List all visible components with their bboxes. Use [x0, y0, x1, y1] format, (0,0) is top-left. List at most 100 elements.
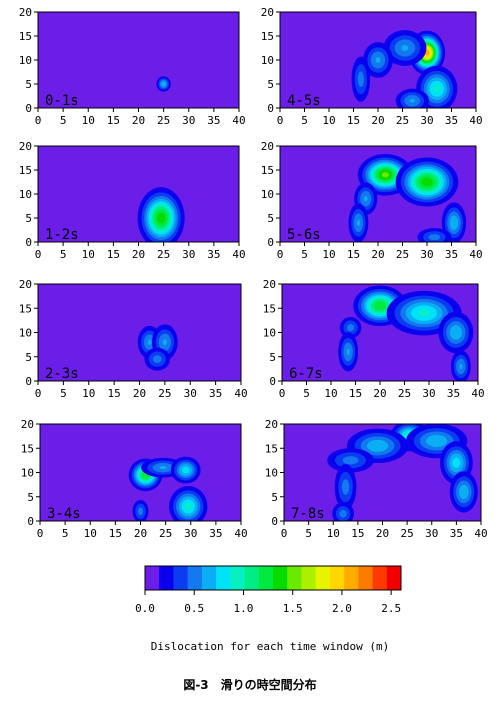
slip-contour-level — [433, 85, 440, 93]
slip-contour-level — [366, 439, 389, 452]
x-tick-label: 10 — [84, 527, 97, 540]
x-tick-label: 10 — [324, 387, 337, 400]
y-tick-label: 0 — [25, 102, 32, 115]
slip-panel: 0 5 10 15 20 25 30 35 40 0 5 10 15 20 1-2s — [19, 140, 246, 261]
slip-contour-level — [341, 479, 350, 495]
time-window-label: 5-6s — [287, 227, 321, 243]
colorbar-tick-label: 2.5 — [381, 602, 401, 615]
slip-contour-level — [449, 215, 459, 230]
slip-contour-level — [185, 503, 191, 510]
x-tick-label: 0 — [277, 248, 284, 261]
time-window-label: 4-5s — [287, 93, 321, 109]
colorbar-swatch — [244, 566, 260, 590]
slip-patch — [327, 448, 374, 473]
figure-caption: 図-3 滑りの時空間分布 — [183, 678, 317, 692]
x-tick-label: 30 — [184, 387, 197, 400]
y-tick-label: 20 — [261, 140, 274, 153]
slip-contour-level — [452, 457, 461, 469]
y-tick-label: 5 — [25, 351, 32, 364]
slip-contour-level — [152, 355, 162, 364]
y-tick-label: 10 — [261, 188, 274, 201]
slip-patch — [339, 316, 362, 339]
y-tick-label: 5 — [267, 78, 274, 91]
colorbar-swatch — [187, 566, 203, 590]
slip-panel: 0 5 10 15 20 25 30 35 40 0 5 10 15 20 0-1s — [19, 6, 246, 127]
time-window-label: 1-2s — [45, 227, 79, 243]
y-tick-label: 20 — [265, 418, 278, 431]
x-tick-label: 5 — [60, 387, 67, 400]
y-tick-label: 15 — [19, 302, 32, 315]
y-tick-label: 15 — [265, 442, 278, 455]
slip-contour-level — [425, 434, 448, 447]
slip-contour-level — [339, 509, 347, 518]
x-tick-label: 20 — [134, 527, 147, 540]
slip-contour-level — [418, 309, 430, 317]
y-tick-label: 20 — [21, 418, 34, 431]
x-tick-label: 15 — [351, 527, 364, 540]
slip-contours — [128, 456, 208, 521]
colorbar-swatch — [315, 566, 331, 590]
x-tick-label: 10 — [322, 114, 335, 127]
y-tick-label: 5 — [271, 491, 278, 504]
slip-contour-level — [363, 196, 368, 202]
y-tick-label: 15 — [19, 164, 32, 177]
x-tick-label: 35 — [445, 114, 458, 127]
y-tick-label: 5 — [269, 351, 276, 364]
y-tick-label: 15 — [19, 30, 32, 43]
y-tick-label: 10 — [19, 188, 32, 201]
y-tick-label: 10 — [261, 54, 274, 67]
y-tick-label: 10 — [21, 467, 34, 480]
x-tick-label: 25 — [398, 387, 411, 400]
slip-patch — [332, 502, 354, 521]
time-window-label: 6-7s — [289, 366, 323, 382]
x-tick-label: 15 — [347, 114, 360, 127]
slip-patch — [417, 228, 452, 242]
x-tick-label: 30 — [182, 248, 195, 261]
x-tick-label: 5 — [301, 114, 308, 127]
x-tick-label: 20 — [132, 114, 145, 127]
x-tick-label: 20 — [373, 387, 386, 400]
slip-contour-level — [458, 484, 469, 500]
colorbar-swatch — [145, 566, 160, 590]
x-tick-label: 25 — [157, 114, 170, 127]
x-tick-label: 15 — [107, 248, 120, 261]
time-window-label: 2-3s — [45, 366, 79, 382]
y-tick-label: 10 — [19, 327, 32, 340]
x-tick-label: 15 — [107, 114, 120, 127]
x-tick-label: 0 — [35, 114, 42, 127]
colorbar-label: Dislocation for each time window (m) — [151, 640, 389, 653]
x-tick-label: 25 — [396, 248, 409, 261]
slip-contour-level — [182, 466, 190, 474]
slip-patch — [170, 456, 201, 484]
slip-contours — [351, 30, 458, 108]
slip-panel: 0 5 10 15 20 25 30 35 40 0 5 10 15 20 3-4s — [21, 418, 248, 540]
x-tick-label: 35 — [209, 387, 222, 400]
y-tick-label: 0 — [271, 515, 278, 528]
y-tick-label: 15 — [263, 302, 276, 315]
x-tick-label: 5 — [305, 527, 312, 540]
slip-panel: 0 5 10 15 20 25 30 35 40 0 5 10 15 20 2-3s — [19, 278, 248, 400]
colorbar-tick-label: 1.5 — [283, 602, 303, 615]
x-tick-label: 30 — [182, 114, 195, 127]
x-tick-label: 25 — [401, 527, 414, 540]
slip-contours — [348, 154, 467, 242]
colorbar-swatch — [159, 566, 174, 590]
y-tick-label: 10 — [263, 327, 276, 340]
colorbar-swatch — [273, 566, 288, 590]
x-tick-label: 5 — [301, 248, 308, 261]
colorbar-tick-label: 0.5 — [184, 602, 204, 615]
slip-contour-level — [161, 81, 167, 87]
panel-background — [38, 284, 241, 381]
x-tick-label: 10 — [82, 114, 95, 127]
colorbar-swatch — [372, 566, 388, 590]
slip-patch — [169, 486, 208, 521]
x-tick-label: 20 — [132, 248, 145, 261]
slip-patch — [438, 311, 474, 354]
slip-patch — [395, 88, 429, 108]
slip-contour-level — [421, 177, 433, 187]
y-tick-label: 5 — [27, 491, 34, 504]
colorbar-swatch — [216, 566, 231, 590]
y-tick-label: 0 — [267, 102, 274, 115]
y-tick-label: 10 — [265, 467, 278, 480]
